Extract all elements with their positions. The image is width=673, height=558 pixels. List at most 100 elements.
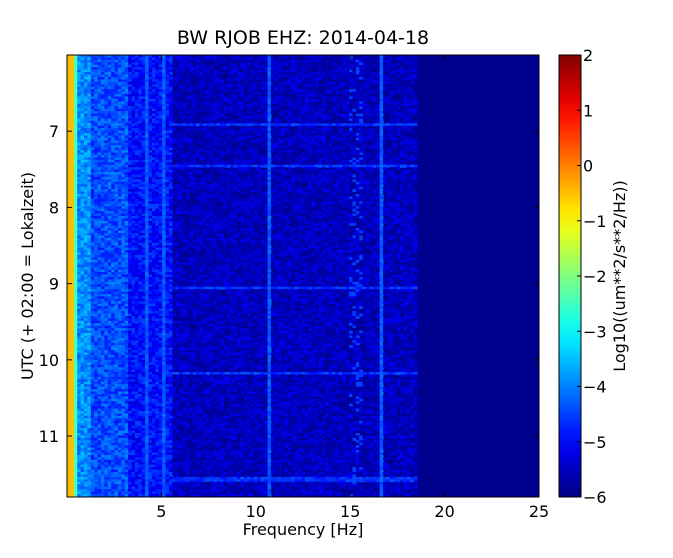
heatmap-cell [83, 428, 88, 432]
heatmap-cell [100, 169, 105, 173]
heatmap-cell [77, 430, 82, 434]
heatmap-cell [90, 203, 95, 207]
heatmap-cell [77, 101, 82, 105]
heatmap-cell [90, 62, 95, 66]
heatmap-cell [87, 298, 92, 302]
heatmap-cell [90, 96, 95, 100]
heatmap-cell [80, 106, 85, 110]
heatmap-cell [83, 164, 88, 168]
heatmap-cell [70, 311, 75, 315]
heatmap-cell [73, 208, 78, 212]
heatmap-cell [100, 103, 105, 107]
heatmap-cell [90, 201, 95, 205]
heatmap-cell [83, 425, 88, 429]
heatmap-cell [80, 418, 85, 422]
heatmap-cell [80, 211, 85, 215]
heatmap-cell [80, 411, 85, 415]
heatmap-cell [73, 276, 78, 280]
heatmap-cell [87, 137, 92, 141]
heatmap-cell [77, 228, 82, 232]
heatmap-cell [73, 476, 78, 480]
heatmap-cell [73, 432, 78, 437]
heatmap-cell [80, 425, 85, 429]
heatmap-cell [83, 415, 88, 419]
heatmap-cell [80, 154, 85, 159]
heatmap-cell [100, 159, 105, 163]
heatmap-cell [87, 442, 92, 446]
heatmap-cell [94, 257, 99, 261]
heatmap-cell [73, 154, 78, 159]
heatmap-cell [90, 245, 95, 249]
heatmap-cell [73, 118, 78, 122]
heatmap-cell [83, 203, 88, 207]
heatmap-cell [94, 167, 99, 171]
heatmap-cell [67, 62, 71, 66]
heatmap-cell [90, 293, 95, 298]
heatmap-cell [97, 133, 102, 137]
heatmap-cell [83, 113, 88, 117]
heatmap-cell [83, 462, 88, 466]
heatmap-cell [100, 133, 105, 137]
heatmap-cell [100, 179, 105, 183]
heatmap-cell [97, 362, 102, 366]
heatmap-cell [73, 55, 78, 59]
heatmap-cell [87, 118, 92, 122]
heatmap-cell [70, 174, 75, 178]
heatmap-cell [90, 174, 95, 178]
heatmap-cell [94, 233, 99, 237]
heatmap-cell [97, 323, 102, 327]
heatmap-cell [80, 201, 85, 205]
heatmap-cell [77, 350, 82, 354]
heatmap-cell [87, 403, 92, 407]
heatmap-cell [100, 252, 105, 256]
heatmap-cell [73, 323, 78, 327]
heatmap-cell [83, 172, 88, 176]
heatmap-cell [97, 145, 102, 149]
heatmap-cell [90, 252, 95, 256]
heatmap-cell [97, 430, 102, 434]
heatmap-cell [73, 413, 78, 417]
heatmap-cell [77, 474, 82, 478]
heatmap-cell [97, 76, 102, 80]
heatmap-cell [80, 94, 85, 98]
heatmap-cell [83, 150, 88, 154]
heatmap-cell [70, 64, 75, 68]
heatmap-cell [87, 152, 92, 156]
heatmap-cell [87, 323, 92, 327]
heatmap-cell [77, 452, 82, 456]
heatmap-cell [100, 289, 105, 293]
heatmap-cell [87, 281, 92, 285]
heatmap-cell [73, 206, 78, 210]
heatmap-cell [80, 335, 85, 339]
heatmap-cell [73, 474, 78, 478]
heatmap-cell [90, 296, 95, 300]
heatmap-cell [77, 69, 82, 73]
heatmap-cell [70, 457, 75, 461]
heatmap-cell [77, 142, 82, 146]
heatmap-cell [87, 262, 92, 266]
heatmap-cell [70, 211, 75, 215]
heatmap-cell [90, 359, 95, 363]
heatmap-cell [90, 415, 95, 419]
heatmap-cell [77, 174, 82, 178]
heatmap-cell [80, 384, 85, 388]
heatmap-cell [70, 403, 75, 407]
heatmap-cell [67, 245, 71, 249]
heatmap-cell [97, 137, 102, 141]
heatmap-cell [90, 311, 95, 315]
heatmap-cell [77, 264, 82, 268]
heatmap-cell [94, 311, 99, 315]
heatmap-cell [70, 313, 75, 317]
heatmap-cell [94, 247, 99, 251]
heatmap-cell [70, 206, 75, 210]
heatmap-cell [83, 74, 88, 78]
heatmap-cell [83, 293, 88, 298]
heatmap-cell [80, 469, 85, 473]
heatmap-cell [100, 176, 105, 180]
heatmap-cell [77, 372, 82, 376]
heatmap-cell [73, 472, 78, 476]
heatmap-cell [83, 335, 88, 339]
heatmap-cell [70, 103, 75, 107]
heatmap-cell [94, 245, 99, 249]
heatmap-cell [97, 279, 102, 283]
